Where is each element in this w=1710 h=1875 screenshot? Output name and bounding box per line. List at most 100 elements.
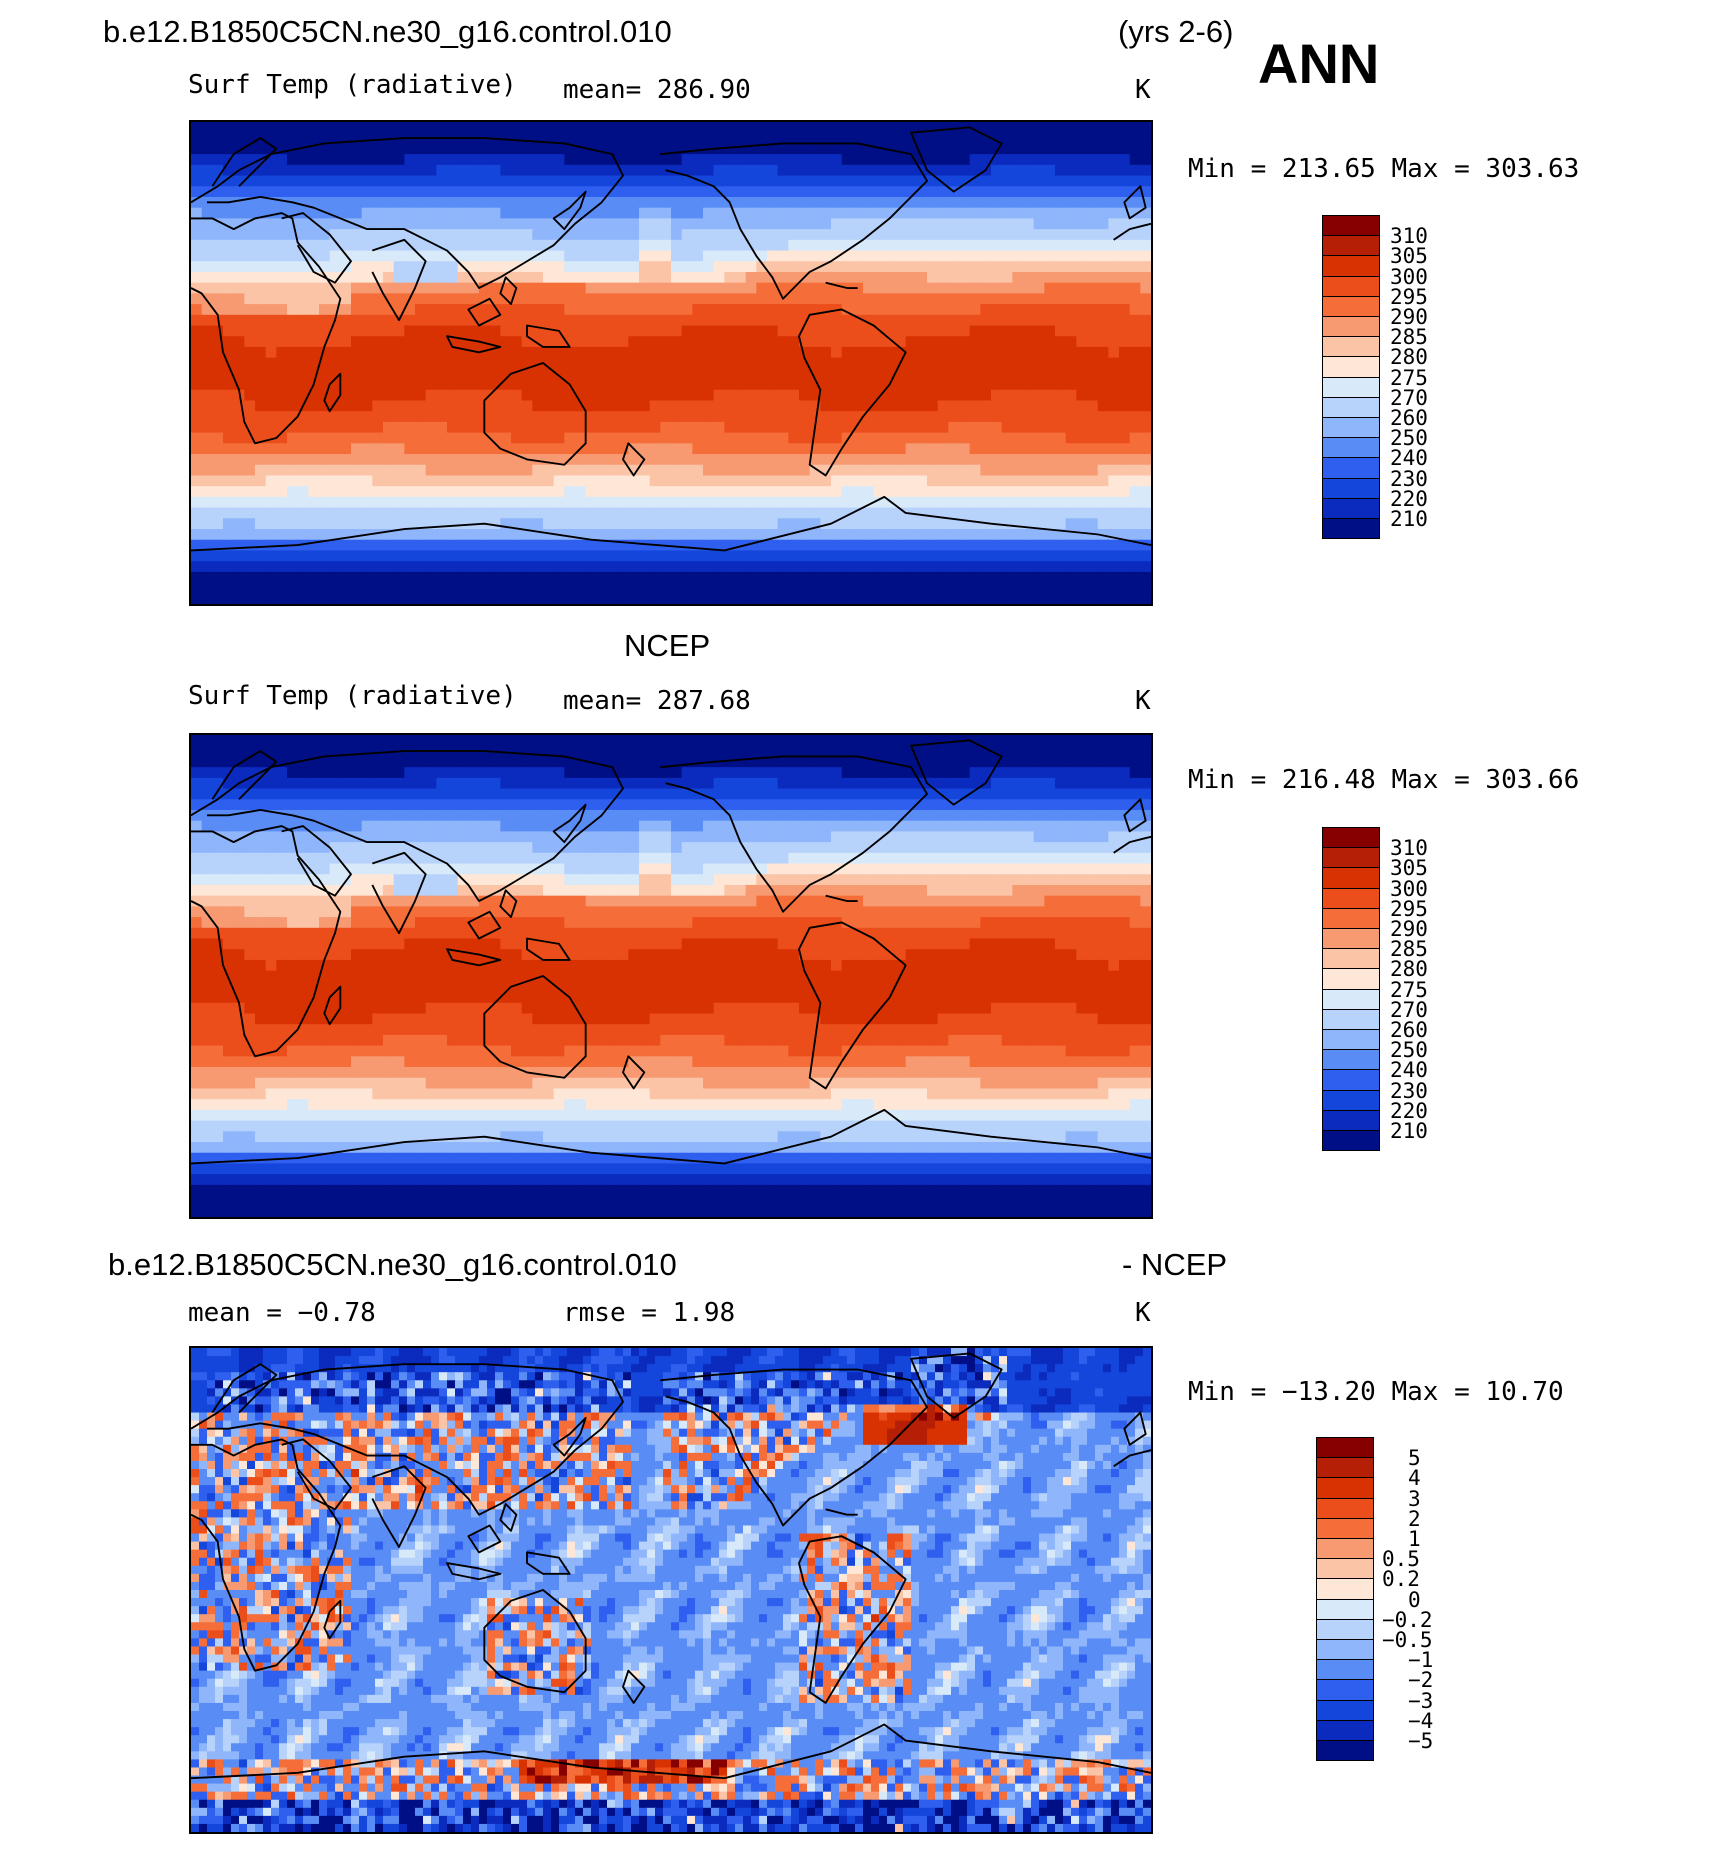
colorbar-swatch bbox=[1316, 1699, 1374, 1721]
colorbar-swatch bbox=[1322, 827, 1380, 849]
colorbar-tick-label: 220 bbox=[1390, 1098, 1428, 1123]
colorbar-swatch bbox=[1322, 316, 1380, 338]
colorbar-tick-label: 275 bbox=[1390, 365, 1428, 390]
colorbar-swatch bbox=[1322, 235, 1380, 257]
colorbar-swatch bbox=[1316, 1618, 1374, 1640]
colorbar-swatch bbox=[1322, 497, 1380, 519]
colorbar-tick-label: 230 bbox=[1390, 466, 1428, 491]
colorbar-swatch bbox=[1316, 1639, 1374, 1661]
colorbar-tick-label: 250 bbox=[1390, 1038, 1428, 1063]
panel3-difference-field bbox=[191, 1348, 1151, 1832]
colorbar-tick-label: −2 bbox=[1408, 1668, 1434, 1693]
colorbar-swatch bbox=[1322, 1029, 1380, 1051]
colorbar-tick-label: 275 bbox=[1390, 977, 1428, 1002]
colorbar-tick-label: 300 bbox=[1390, 876, 1428, 901]
colorbar-tick-label: 280 bbox=[1390, 345, 1428, 370]
colorbar-swatch bbox=[1322, 457, 1380, 479]
panel3-rmse: rmse = 1.98 bbox=[563, 1298, 736, 1328]
colorbar-tick-label: 285 bbox=[1390, 325, 1428, 350]
colorbar-swatch bbox=[1322, 1109, 1380, 1131]
colorbar-tick-label: 295 bbox=[1390, 896, 1428, 921]
colorbar-swatch bbox=[1322, 968, 1380, 990]
colorbar-swatch bbox=[1316, 1517, 1374, 1539]
colorbar-tick-label: −3 bbox=[1408, 1688, 1434, 1713]
colorbar-swatch bbox=[1316, 1497, 1374, 1519]
colorbar-tick-label: 270 bbox=[1390, 997, 1428, 1022]
colorbar-swatch bbox=[1316, 1740, 1374, 1762]
colorbar-tick-label: −4 bbox=[1408, 1708, 1434, 1733]
colorbar-tick-label: 210 bbox=[1390, 1119, 1428, 1143]
years-label: (yrs 2-6) bbox=[1118, 14, 1234, 49]
colorbar-swatch bbox=[1322, 376, 1380, 398]
panel1-map bbox=[189, 120, 1153, 606]
colorbar-tick-label: 3 bbox=[1408, 1486, 1421, 1511]
colorbar-swatch bbox=[1322, 928, 1380, 950]
panel2-map bbox=[189, 733, 1153, 1219]
season-label: ANN bbox=[1258, 32, 1380, 95]
colorbar-swatch bbox=[1322, 417, 1380, 439]
colorbar-swatch bbox=[1322, 518, 1380, 540]
colorbar-swatch bbox=[1322, 887, 1380, 909]
panel3-map-svg bbox=[191, 1348, 1151, 1832]
colorbar-tick-label: 5 bbox=[1408, 1446, 1421, 1471]
colorbar-tick-label: 290 bbox=[1390, 917, 1428, 941]
colorbar-swatch bbox=[1316, 1719, 1374, 1741]
colorbar-tick-label: 220 bbox=[1390, 486, 1428, 511]
colorbar-swatch bbox=[1322, 295, 1380, 317]
panel1-map-svg bbox=[191, 122, 1151, 604]
colorbar-tick-label: 0.5 bbox=[1382, 1547, 1420, 1572]
colorbar-tick-label: −5 bbox=[1408, 1729, 1434, 1753]
panel1-temperature-field bbox=[191, 122, 1151, 604]
colorbar-tick-label: −1 bbox=[1408, 1648, 1434, 1673]
colorbar-tick-label: 230 bbox=[1390, 1078, 1428, 1103]
colorbar-swatch bbox=[1316, 1659, 1374, 1681]
panel3-dataset-suffix: - NCEP bbox=[1122, 1247, 1228, 1282]
panel2-variable: Surf Temp (radiative) bbox=[188, 681, 517, 711]
colorbar-swatch bbox=[1316, 1558, 1374, 1580]
colorbar-swatch bbox=[1322, 988, 1380, 1010]
colorbar-swatch bbox=[1322, 275, 1380, 297]
colorbar-swatch bbox=[1322, 437, 1380, 459]
colorbar-swatch bbox=[1322, 215, 1380, 237]
panel1-minmax: Min = 213.65 Max = 303.63 bbox=[1188, 154, 1580, 184]
colorbar-tick-label: 270 bbox=[1390, 385, 1428, 410]
colorbar-swatch bbox=[1322, 477, 1380, 499]
colorbar-swatch bbox=[1322, 336, 1380, 358]
colorbar-tick-label: −0.5 bbox=[1382, 1628, 1433, 1652]
panel2-map-svg bbox=[191, 735, 1151, 1217]
colorbar-swatch bbox=[1322, 1130, 1380, 1152]
colorbar-swatch bbox=[1322, 907, 1380, 929]
colorbar-tick-label: 250 bbox=[1390, 426, 1428, 451]
colorbar-tick-label: 240 bbox=[1390, 446, 1428, 471]
colorbar-swatch bbox=[1316, 1538, 1374, 1560]
colorbar-tick-label: 290 bbox=[1390, 305, 1428, 329]
colorbar-tick-label: 0.2 bbox=[1382, 1567, 1420, 1592]
colorbar-tick-label: 0 bbox=[1408, 1587, 1421, 1612]
colorbar-swatch bbox=[1316, 1437, 1374, 1459]
colorbar-tick-label: 260 bbox=[1390, 406, 1428, 430]
colorbar-swatch bbox=[1322, 396, 1380, 418]
colorbar-swatch bbox=[1316, 1477, 1374, 1499]
colorbar-tick-label: 210 bbox=[1390, 507, 1428, 531]
colorbar-swatch bbox=[1322, 255, 1380, 277]
panel2-mean: mean= 287.68 bbox=[563, 686, 751, 716]
panel1-mean: mean= 286.90 bbox=[563, 75, 751, 105]
colorbar-tick-label: −0.2 bbox=[1382, 1607, 1433, 1632]
panel1-units: K bbox=[1135, 75, 1151, 105]
colorbar-swatch bbox=[1322, 847, 1380, 869]
panel1-variable: Surf Temp (radiative) bbox=[188, 70, 517, 100]
colorbar-tick-label: 2 bbox=[1408, 1506, 1421, 1531]
colorbar-tick-label: 280 bbox=[1390, 957, 1428, 982]
colorbar-tick-label: 285 bbox=[1390, 937, 1428, 962]
colorbar-swatch bbox=[1322, 356, 1380, 378]
panel2-dataset: NCEP bbox=[624, 628, 711, 663]
panel2-units: K bbox=[1135, 686, 1151, 716]
colorbar-swatch bbox=[1316, 1457, 1374, 1479]
panel2-minmax: Min = 216.48 Max = 303.66 bbox=[1188, 765, 1580, 795]
panel3-units: K bbox=[1135, 1298, 1151, 1328]
colorbar-tick-label: 300 bbox=[1390, 264, 1428, 289]
colorbar-swatch bbox=[1322, 1049, 1380, 1071]
panel2-temperature-field bbox=[191, 735, 1151, 1217]
colorbar-tick-label: 4 bbox=[1408, 1466, 1421, 1491]
colorbar-tick-label: 260 bbox=[1390, 1018, 1428, 1042]
